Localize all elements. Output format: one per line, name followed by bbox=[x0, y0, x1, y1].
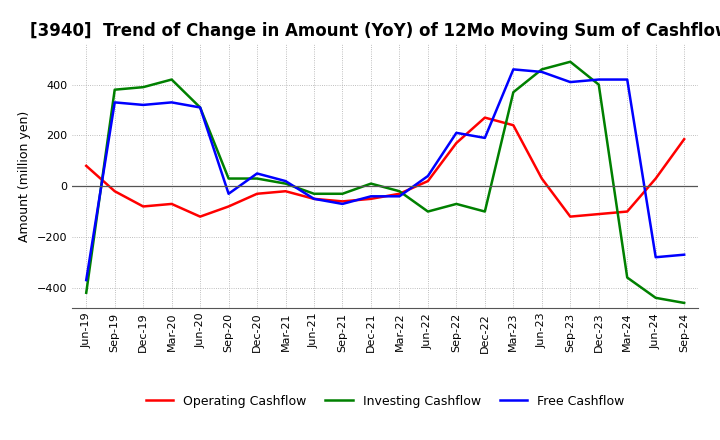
Operating Cashflow bbox=[253, 191, 261, 196]
Free Cashflow bbox=[366, 194, 375, 199]
Free Cashflow bbox=[595, 77, 603, 82]
Investing Cashflow bbox=[110, 87, 119, 92]
Y-axis label: Amount (million yen): Amount (million yen) bbox=[18, 110, 31, 242]
Free Cashflow bbox=[652, 255, 660, 260]
Operating Cashflow bbox=[82, 163, 91, 169]
Investing Cashflow bbox=[167, 77, 176, 82]
Investing Cashflow bbox=[509, 90, 518, 95]
Operating Cashflow bbox=[196, 214, 204, 219]
Operating Cashflow bbox=[652, 176, 660, 181]
Free Cashflow bbox=[566, 80, 575, 85]
Free Cashflow bbox=[167, 100, 176, 105]
Operating Cashflow bbox=[423, 179, 432, 184]
Investing Cashflow bbox=[595, 82, 603, 87]
Investing Cashflow bbox=[423, 209, 432, 214]
Investing Cashflow bbox=[395, 189, 404, 194]
Investing Cashflow bbox=[623, 275, 631, 280]
Operating Cashflow bbox=[537, 176, 546, 181]
Operating Cashflow bbox=[623, 209, 631, 214]
Free Cashflow bbox=[537, 69, 546, 74]
Operating Cashflow bbox=[595, 212, 603, 217]
Free Cashflow bbox=[480, 135, 489, 140]
Line: Free Cashflow: Free Cashflow bbox=[86, 70, 684, 280]
Operating Cashflow bbox=[566, 214, 575, 219]
Investing Cashflow bbox=[537, 67, 546, 72]
Free Cashflow bbox=[282, 179, 290, 184]
Free Cashflow bbox=[423, 173, 432, 179]
Line: Investing Cashflow: Investing Cashflow bbox=[86, 62, 684, 303]
Operating Cashflow bbox=[110, 189, 119, 194]
Line: Operating Cashflow: Operating Cashflow bbox=[86, 117, 684, 216]
Investing Cashflow bbox=[310, 191, 318, 196]
Free Cashflow bbox=[310, 196, 318, 202]
Investing Cashflow bbox=[225, 176, 233, 181]
Investing Cashflow bbox=[253, 176, 261, 181]
Investing Cashflow bbox=[139, 84, 148, 90]
Investing Cashflow bbox=[282, 181, 290, 186]
Free Cashflow bbox=[196, 105, 204, 110]
Operating Cashflow bbox=[282, 189, 290, 194]
Investing Cashflow bbox=[82, 290, 91, 295]
Investing Cashflow bbox=[480, 209, 489, 214]
Free Cashflow bbox=[338, 201, 347, 206]
Investing Cashflow bbox=[452, 201, 461, 206]
Free Cashflow bbox=[452, 130, 461, 136]
Title: [3940]  Trend of Change in Amount (YoY) of 12Mo Moving Sum of Cashflows: [3940] Trend of Change in Amount (YoY) o… bbox=[30, 22, 720, 40]
Free Cashflow bbox=[110, 100, 119, 105]
Operating Cashflow bbox=[480, 115, 489, 120]
Operating Cashflow bbox=[139, 204, 148, 209]
Operating Cashflow bbox=[366, 196, 375, 202]
Investing Cashflow bbox=[366, 181, 375, 186]
Free Cashflow bbox=[253, 171, 261, 176]
Investing Cashflow bbox=[680, 300, 688, 305]
Operating Cashflow bbox=[452, 140, 461, 146]
Operating Cashflow bbox=[225, 204, 233, 209]
Investing Cashflow bbox=[196, 105, 204, 110]
Investing Cashflow bbox=[566, 59, 575, 64]
Investing Cashflow bbox=[338, 191, 347, 196]
Operating Cashflow bbox=[310, 196, 318, 202]
Free Cashflow bbox=[225, 191, 233, 196]
Free Cashflow bbox=[395, 194, 404, 199]
Operating Cashflow bbox=[338, 199, 347, 204]
Legend: Operating Cashflow, Investing Cashflow, Free Cashflow: Operating Cashflow, Investing Cashflow, … bbox=[141, 390, 629, 413]
Operating Cashflow bbox=[167, 201, 176, 206]
Operating Cashflow bbox=[680, 136, 688, 142]
Free Cashflow bbox=[82, 278, 91, 283]
Free Cashflow bbox=[139, 102, 148, 107]
Operating Cashflow bbox=[395, 191, 404, 196]
Free Cashflow bbox=[509, 67, 518, 72]
Free Cashflow bbox=[623, 77, 631, 82]
Free Cashflow bbox=[680, 252, 688, 257]
Investing Cashflow bbox=[652, 295, 660, 301]
Operating Cashflow bbox=[509, 123, 518, 128]
